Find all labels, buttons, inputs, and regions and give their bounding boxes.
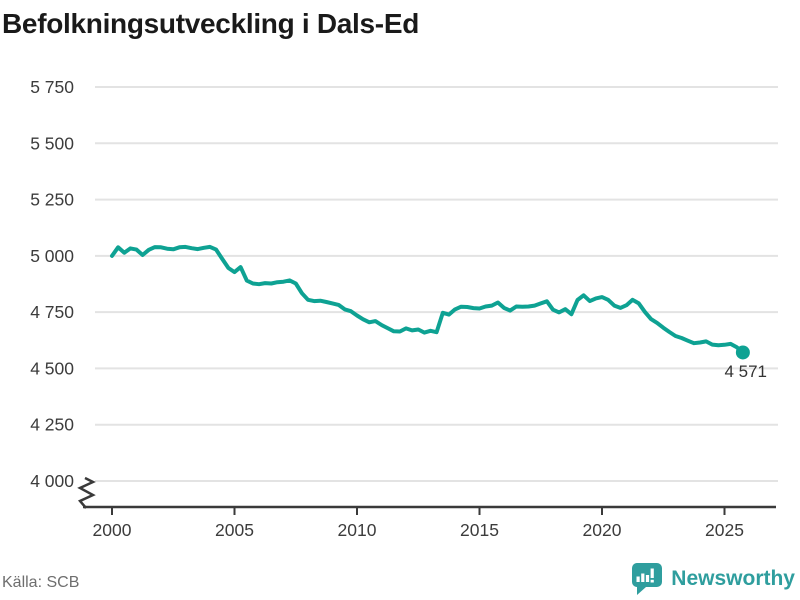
last-value-label: 4 571 bbox=[724, 362, 767, 381]
chart-title: Befolkningsutveckling i Dals-Ed bbox=[2, 8, 420, 39]
x-tick-label: 2020 bbox=[583, 520, 622, 540]
newsworthy-logo: Newsworthy bbox=[629, 561, 795, 596]
y-tick-label: 4 250 bbox=[30, 415, 74, 435]
y-tick-label: 4 750 bbox=[30, 302, 74, 322]
last-point-marker bbox=[735, 345, 750, 360]
y-tick-label: 5 500 bbox=[30, 133, 74, 153]
x-tick-label: 2010 bbox=[338, 520, 377, 540]
y-tick-label: 5 750 bbox=[30, 77, 74, 97]
x-tick-label: 2000 bbox=[93, 520, 132, 540]
y-tick-label: 5 250 bbox=[30, 190, 74, 210]
axis-break-zigzag bbox=[77, 476, 96, 509]
source-label: Källa: SCB bbox=[2, 574, 80, 591]
y-tick-label: 4 500 bbox=[30, 358, 74, 378]
y-tick-label: 5 000 bbox=[30, 246, 74, 266]
x-tick-label: 2025 bbox=[705, 520, 744, 540]
y-tick-label: 4 000 bbox=[30, 471, 74, 491]
newsworthy-wordmark: Newsworthy bbox=[671, 566, 795, 590]
newsworthy-bars-speech-bubble-icon bbox=[632, 563, 663, 595]
x-tick-label: 2005 bbox=[215, 520, 254, 540]
x-tick-label: 2015 bbox=[460, 520, 499, 540]
population-line bbox=[110, 244, 745, 355]
